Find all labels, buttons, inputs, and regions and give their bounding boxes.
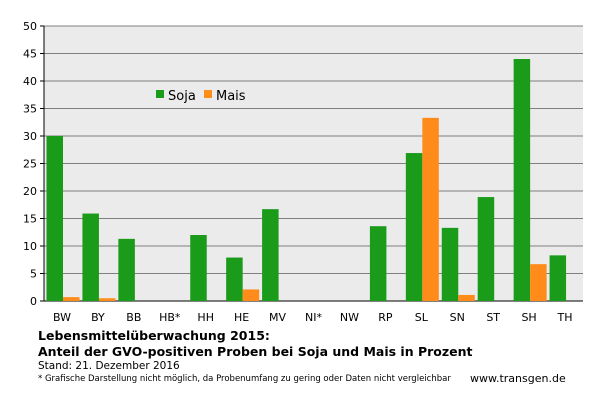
x-tick-label: BY — [91, 311, 105, 324]
bar-soja-SL — [405, 153, 423, 301]
x-tick-label: SN — [450, 311, 465, 324]
bar-soja-TH — [549, 255, 567, 301]
x-tick-label: HH — [197, 311, 214, 324]
x-tick-label: RP — [378, 311, 393, 324]
bar-chart: 0 5 10 15 20 25 30 35 40 45 50 BW BY BB HB* HH HE MV NI* N… — [23, 20, 583, 324]
x-tick-label: HE — [234, 311, 249, 324]
x-tick-label: SH — [521, 311, 536, 324]
x-tick-label: HB* — [159, 311, 181, 324]
bar-mais-SH — [530, 264, 547, 301]
bar-mais-BW — [63, 297, 80, 301]
caption-date: Stand: 21. Dezember 2016 — [38, 360, 180, 372]
bar-mais-SN — [458, 294, 475, 301]
bar-mais-BY — [98, 298, 116, 301]
source-link[interactable]: www.transgen.de — [470, 372, 566, 385]
x-axis-ticks: BW BY BB HB* HH HE MV NI* NW RP SL SN ST SH TH — [53, 311, 573, 324]
y-tick-label: 5 — [30, 268, 37, 281]
bar-soja-SH — [513, 59, 531, 301]
y-axis-ticks: 0 5 10 15 20 25 30 35 40 45 50 — [23, 20, 45, 308]
bar-soja-BW — [46, 136, 63, 301]
legend-label-soja: Soja — [168, 89, 196, 104]
bar-soja-SN — [441, 227, 459, 301]
bar-soja-HE — [226, 257, 243, 301]
bar-soja-ST — [477, 197, 495, 301]
y-tick-label: 10 — [23, 240, 37, 253]
y-tick-label: 20 — [23, 185, 37, 198]
x-tick-label: BW — [53, 311, 71, 324]
legend: Soja Mais — [156, 89, 246, 104]
bar-mais-SL — [422, 117, 439, 301]
x-tick-label: SL — [415, 311, 429, 324]
x-tick-label: TH — [557, 311, 573, 324]
x-tick-label: ST — [486, 311, 500, 324]
bars — [46, 59, 567, 301]
legend-swatch-soja — [156, 90, 164, 98]
caption-footnote: * Grafische Darstellung nicht möglich, d… — [38, 374, 451, 384]
caption-subtitle: Anteil der GVO-positiven Proben bei Soja… — [38, 344, 473, 359]
bar-soja-BB — [118, 238, 135, 301]
bar-soja-RP — [369, 226, 387, 301]
y-tick-label: 25 — [23, 158, 37, 171]
x-tick-label: MV — [269, 311, 286, 324]
bar-soja-BY — [82, 213, 99, 301]
y-tick-label: 45 — [23, 48, 37, 61]
x-tick-label: BB — [126, 311, 141, 324]
legend-label-mais: Mais — [216, 89, 246, 104]
y-tick-label: 30 — [23, 130, 37, 143]
bar-soja-MV — [262, 209, 279, 301]
legend-swatch-mais — [204, 90, 212, 98]
y-tick-label: 15 — [23, 213, 37, 226]
x-tick-label: NI* — [305, 311, 322, 324]
caption-title: Lebensmittelüberwachung 2015: — [38, 328, 270, 343]
y-tick-label: 40 — [23, 75, 37, 88]
x-tick-label: NW — [340, 311, 359, 324]
y-tick-label: 35 — [23, 103, 37, 116]
bar-mais-HE — [242, 289, 260, 301]
bar-soja-HH — [190, 235, 207, 301]
y-tick-label: 0 — [30, 295, 37, 308]
y-tick-label: 50 — [23, 20, 37, 33]
